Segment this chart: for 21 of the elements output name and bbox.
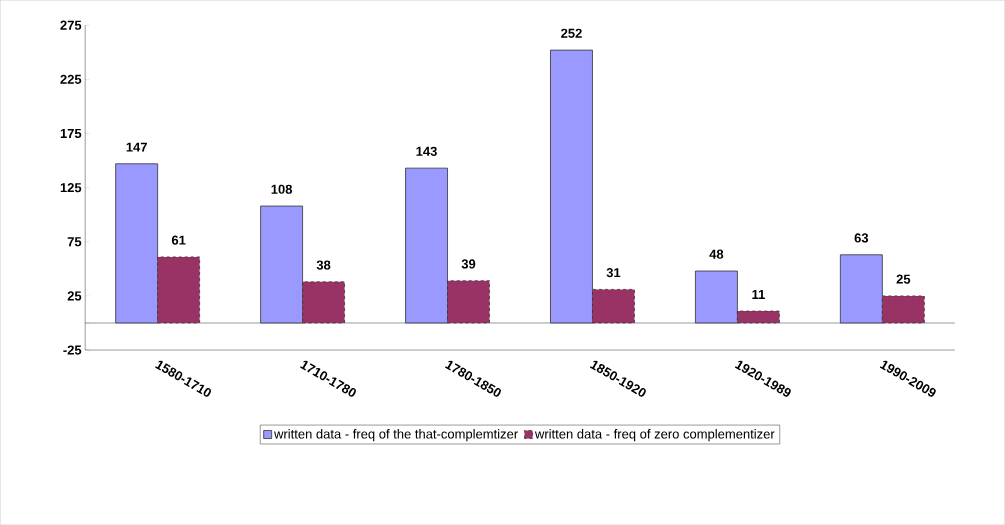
y-tick-label: 75	[67, 237, 82, 247]
data-label: 31	[606, 267, 621, 278]
y-tick-label: 275	[60, 20, 82, 30]
data-label: 38	[316, 260, 331, 270]
data-label: 61	[171, 235, 186, 245]
data-label: 63	[854, 233, 869, 243]
y-tick-label: 125	[60, 182, 82, 193]
data-label: 48	[709, 249, 724, 259]
data-label: 11	[752, 289, 765, 299]
data-label: 252	[561, 28, 582, 38]
y-tick-label: -25	[63, 345, 82, 355]
y-tick-label: 25	[67, 291, 82, 301]
data-label: 108	[271, 184, 293, 194]
y-tick-label: 225	[60, 74, 82, 84]
data-label: 147	[126, 142, 147, 152]
data-label: 39	[461, 259, 476, 269]
legend-label: written data - freq of zero complementizer	[534, 428, 775, 442]
legend-label: written data - freq of the that-complemtizer	[274, 428, 518, 442]
y-tick-label: 175	[60, 128, 82, 138]
data-label: 25	[896, 274, 911, 284]
data-label: 143	[416, 146, 437, 156]
